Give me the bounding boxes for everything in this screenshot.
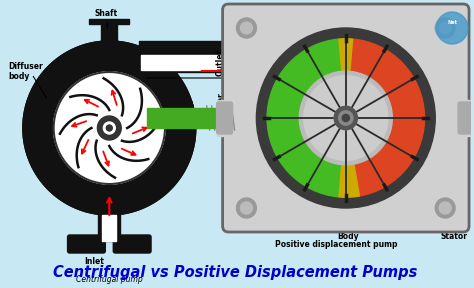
Wedge shape bbox=[339, 39, 353, 118]
Text: Outlet: Outlet bbox=[216, 48, 225, 75]
FancyBboxPatch shape bbox=[223, 4, 469, 232]
Circle shape bbox=[106, 125, 112, 131]
Bar bbox=[453, 100, 474, 136]
Bar bbox=[90, 19, 129, 24]
Text: Diffuser
body: Diffuser body bbox=[8, 62, 43, 82]
Text: Centrifugal pump: Centrifugal pump bbox=[76, 275, 143, 284]
FancyBboxPatch shape bbox=[68, 235, 105, 253]
Bar bbox=[102, 215, 116, 241]
Text: Outlet: Outlet bbox=[438, 67, 465, 77]
Circle shape bbox=[299, 71, 392, 165]
Bar bbox=[101, 21, 117, 43]
Wedge shape bbox=[339, 118, 359, 197]
Circle shape bbox=[439, 202, 451, 214]
Circle shape bbox=[304, 76, 388, 160]
Text: Centrifugal vs Positive Displacement Pumps: Centrifugal vs Positive Displacement Pum… bbox=[54, 264, 418, 279]
Circle shape bbox=[240, 22, 253, 34]
Text: Stator: Stator bbox=[440, 232, 467, 241]
Circle shape bbox=[338, 111, 353, 125]
Circle shape bbox=[334, 106, 357, 130]
Circle shape bbox=[256, 28, 435, 208]
Bar bbox=[99, 213, 120, 241]
Circle shape bbox=[435, 18, 455, 38]
Text: Inlet: Inlet bbox=[230, 98, 250, 107]
Text: Shaft: Shaft bbox=[94, 10, 118, 18]
Bar bbox=[141, 55, 250, 70]
Circle shape bbox=[436, 12, 468, 44]
Bar bbox=[139, 41, 248, 72]
Circle shape bbox=[237, 18, 256, 38]
Bar bbox=[470, 108, 474, 128]
Wedge shape bbox=[346, 39, 425, 196]
Text: Body: Body bbox=[337, 232, 359, 241]
Wedge shape bbox=[267, 39, 346, 197]
Text: Net: Net bbox=[447, 20, 457, 24]
Text: Positive displacement pump: Positive displacement pump bbox=[274, 240, 397, 249]
Text: Inlet: Inlet bbox=[235, 65, 255, 75]
Text: Rotor: Rotor bbox=[418, 10, 441, 19]
Polygon shape bbox=[23, 41, 196, 215]
Text: Diffuser: Diffuser bbox=[216, 93, 225, 127]
Polygon shape bbox=[54, 72, 165, 184]
Circle shape bbox=[435, 198, 455, 218]
Bar bbox=[217, 100, 238, 136]
FancyBboxPatch shape bbox=[217, 102, 233, 134]
Circle shape bbox=[103, 122, 115, 134]
Circle shape bbox=[342, 114, 349, 122]
Text: Inlet: Inlet bbox=[84, 257, 104, 266]
Text: Vanes: Vanes bbox=[283, 10, 309, 19]
Circle shape bbox=[237, 198, 256, 218]
FancyBboxPatch shape bbox=[113, 235, 151, 253]
Polygon shape bbox=[54, 72, 165, 184]
Circle shape bbox=[439, 22, 451, 34]
Bar bbox=[147, 108, 222, 128]
Circle shape bbox=[97, 116, 121, 140]
Circle shape bbox=[240, 202, 253, 214]
FancyBboxPatch shape bbox=[458, 102, 474, 134]
Polygon shape bbox=[23, 41, 196, 215]
